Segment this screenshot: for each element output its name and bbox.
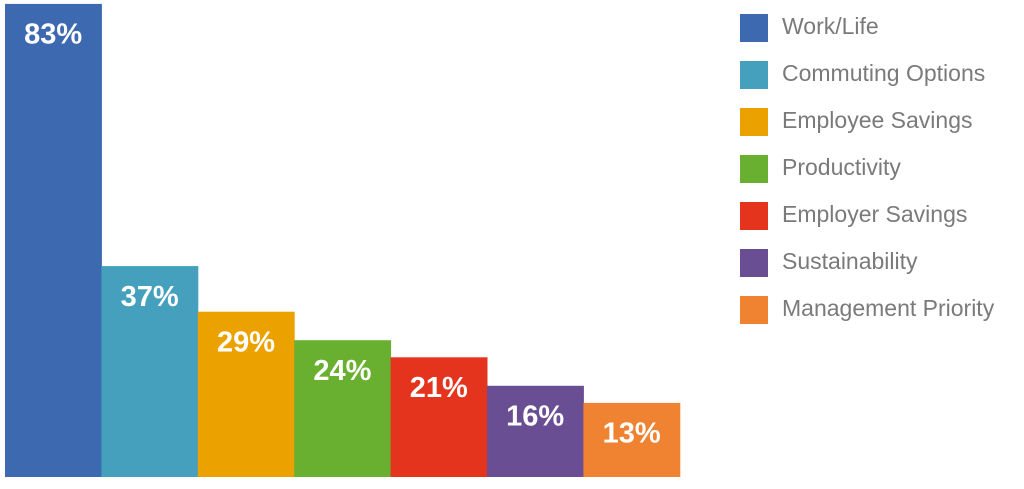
legend-swatch bbox=[740, 155, 768, 183]
value-label: 16% bbox=[506, 400, 564, 432]
legend-label: Employer Savings bbox=[782, 201, 967, 227]
bar bbox=[197, 311, 295, 477]
legend-label: Commuting Options bbox=[782, 60, 985, 86]
value-label: 37% bbox=[121, 281, 179, 313]
bar bbox=[487, 385, 584, 477]
legend-label: Work/Life bbox=[782, 13, 879, 39]
legend-swatch bbox=[740, 108, 768, 136]
legend-label: Management Priority bbox=[782, 295, 995, 321]
legend-swatch bbox=[740, 296, 768, 324]
bar bbox=[5, 3, 102, 478]
bar bbox=[101, 266, 199, 477]
legend-label: Employee Savings bbox=[782, 107, 973, 133]
legend-swatch bbox=[740, 249, 768, 277]
value-label: 24% bbox=[313, 355, 371, 387]
legend-swatch bbox=[740, 14, 768, 42]
legend-swatch bbox=[740, 61, 768, 89]
legend-label: Productivity bbox=[782, 154, 901, 180]
value-label: 83% bbox=[24, 19, 82, 51]
bar bbox=[294, 340, 392, 477]
bar bbox=[390, 357, 488, 477]
legend-label: Sustainability bbox=[782, 248, 918, 274]
value-label: 13% bbox=[603, 418, 661, 450]
bar bbox=[583, 402, 681, 477]
legend-swatch bbox=[740, 202, 768, 230]
value-label: 29% bbox=[217, 326, 275, 358]
value-label: 21% bbox=[410, 372, 468, 404]
